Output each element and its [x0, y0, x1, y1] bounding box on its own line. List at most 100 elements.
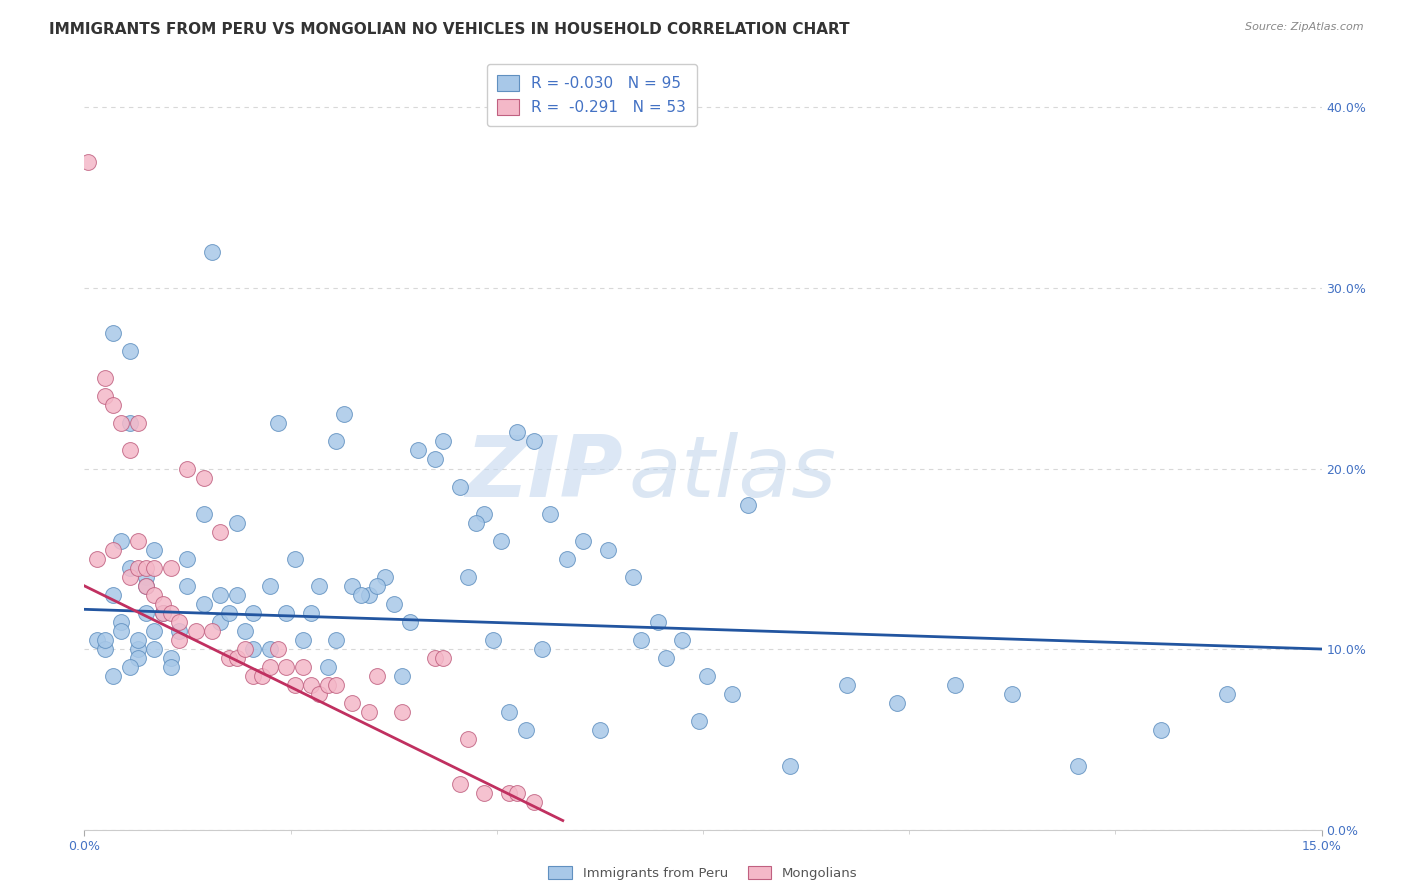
Point: [598, 542, 620, 557]
Point: [655, 651, 678, 665]
Point: [103, 542, 125, 557]
Point: [152, 606, 174, 620]
Point: [325, 633, 347, 648]
Point: [242, 606, 264, 620]
Point: [167, 633, 190, 648]
Point: [110, 624, 132, 638]
Point: [118, 561, 141, 575]
Point: [143, 642, 166, 657]
Point: [423, 452, 446, 467]
Point: [688, 714, 710, 729]
Text: Source: ZipAtlas.com: Source: ZipAtlas.com: [1246, 22, 1364, 32]
Point: [103, 326, 125, 340]
Point: [382, 597, 405, 611]
Point: [135, 570, 157, 584]
Point: [506, 425, 529, 440]
Point: [671, 633, 693, 648]
Point: [506, 787, 529, 801]
Point: [284, 678, 307, 692]
Point: [152, 597, 174, 611]
Point: [457, 570, 479, 584]
Point: [299, 606, 322, 620]
Point: [193, 507, 215, 521]
Point: [276, 660, 298, 674]
Point: [143, 542, 166, 557]
Point: [77, 154, 100, 169]
Point: [86, 633, 108, 648]
Point: [259, 579, 281, 593]
Point: [176, 551, 198, 566]
Point: [1067, 759, 1090, 773]
Point: [259, 642, 281, 657]
Point: [531, 642, 554, 657]
Point: [621, 570, 644, 584]
Point: [184, 624, 207, 638]
Point: [408, 443, 430, 458]
Point: [449, 777, 471, 791]
Point: [299, 678, 322, 692]
Point: [267, 642, 290, 657]
Point: [127, 651, 149, 665]
Point: [357, 705, 380, 719]
Point: [103, 588, 125, 602]
Point: [457, 732, 479, 747]
Point: [242, 669, 264, 683]
Point: [233, 642, 256, 657]
Point: [647, 615, 669, 629]
Text: IMMIGRANTS FROM PERU VS MONGOLIAN NO VEHICLES IN HOUSEHOLD CORRELATION CHART: IMMIGRANTS FROM PERU VS MONGOLIAN NO VEH…: [49, 22, 849, 37]
Point: [127, 642, 149, 657]
Point: [284, 551, 307, 566]
Point: [94, 371, 117, 385]
Point: [152, 606, 174, 620]
Point: [193, 470, 215, 484]
Point: [555, 551, 578, 566]
Point: [523, 434, 546, 449]
Point: [143, 624, 166, 638]
Point: [498, 787, 520, 801]
Point: [589, 723, 612, 738]
Point: [350, 588, 373, 602]
Point: [160, 561, 183, 575]
Point: [481, 633, 503, 648]
Point: [391, 669, 413, 683]
Point: [135, 579, 157, 593]
Point: [167, 615, 190, 629]
Point: [242, 642, 264, 657]
Point: [226, 651, 249, 665]
Point: [432, 651, 454, 665]
Point: [465, 516, 488, 530]
Point: [630, 633, 652, 648]
Point: [316, 678, 339, 692]
Point: [94, 633, 117, 648]
Point: [357, 588, 380, 602]
Point: [127, 417, 149, 431]
Point: [523, 796, 546, 810]
Text: atlas: atlas: [628, 432, 837, 515]
Point: [209, 615, 232, 629]
Point: [449, 479, 471, 493]
Point: [127, 561, 149, 575]
Point: [160, 660, 183, 674]
Point: [342, 696, 364, 710]
Point: [325, 434, 347, 449]
Point: [86, 551, 108, 566]
Point: [110, 533, 132, 548]
Point: [135, 606, 157, 620]
Point: [325, 678, 347, 692]
Point: [721, 687, 744, 701]
Point: [779, 759, 801, 773]
Point: [218, 651, 240, 665]
Point: [737, 498, 759, 512]
Point: [135, 579, 157, 593]
Point: [103, 669, 125, 683]
Point: [110, 615, 132, 629]
Point: [218, 606, 240, 620]
Point: [118, 660, 141, 674]
Point: [176, 461, 198, 475]
Point: [160, 651, 183, 665]
Legend: R = -0.030   N = 95, R =  -0.291   N = 53: R = -0.030 N = 95, R = -0.291 N = 53: [486, 64, 696, 126]
Point: [399, 615, 422, 629]
Point: [1001, 687, 1024, 701]
Point: [176, 579, 198, 593]
Point: [423, 651, 446, 665]
